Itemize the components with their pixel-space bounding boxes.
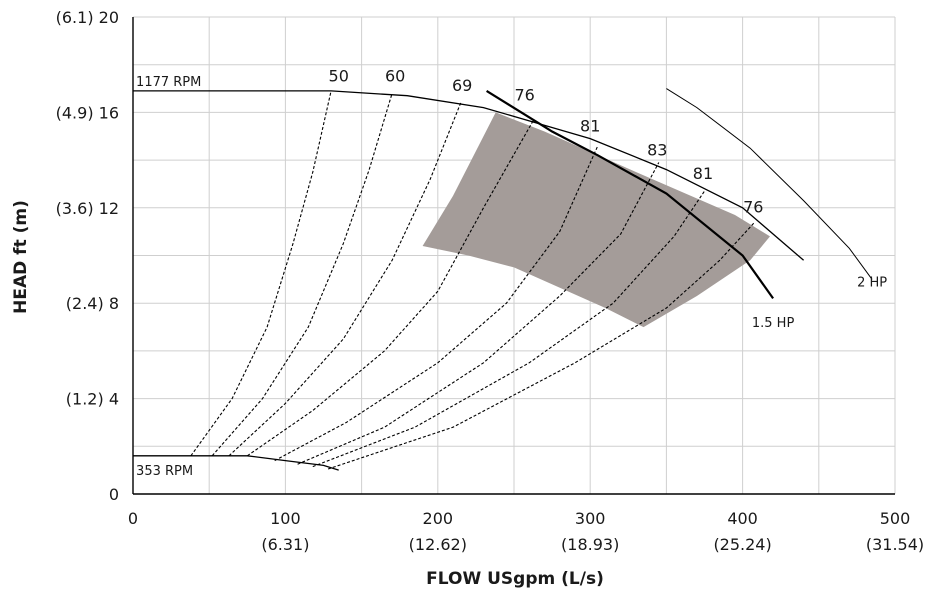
x-tick-sublabel: (12.62): [409, 535, 467, 554]
x-tick-label: 100: [270, 509, 301, 528]
x-tick-label: 500: [880, 509, 911, 528]
efficiency-label: 76: [743, 198, 763, 217]
hp-label: 2 HP: [857, 276, 887, 291]
efficiency-line: [327, 221, 756, 470]
rpm-label: 1177 RPM: [136, 75, 201, 90]
x-tick-sublabel: (25.24): [713, 535, 771, 554]
y-tick-label: (6.1) 20: [56, 8, 119, 27]
hp-label: 1.5 HP: [752, 316, 795, 331]
x-tick-sublabel: (18.93): [561, 535, 619, 554]
preferred-operating-region-layer: [422, 112, 770, 328]
efficiency-line: [246, 119, 535, 457]
efficiency-label: 81: [580, 116, 600, 135]
x-tick-label: 0: [128, 509, 138, 528]
rpm-curve: [133, 455, 339, 471]
hp-curves-layer: [486, 88, 873, 300]
y-tick-label: 0: [109, 485, 119, 504]
hp-curve: [486, 89, 774, 300]
efficiency-line: [190, 90, 332, 457]
x-tick-sublabel: (31.54): [866, 535, 924, 554]
curve-labels-layer: 1177 RPM 353 RPM 50 60 69 76 81 83 81 76 1.5 HP 2 H…: [136, 66, 887, 479]
y-tick-label: (1.2) 4: [66, 390, 119, 409]
efficiency-label: 83: [647, 140, 667, 159]
x-tick-label: 400: [727, 509, 758, 528]
tick-labels-layer: 0 100 (6.31) 200 (12.62) 300 (18.93) 400 (25.24)…: [56, 8, 925, 554]
rpm-label: 353 RPM: [136, 464, 193, 479]
x-tick-sublabel: (6.31): [261, 535, 309, 554]
efficiency-lines-layer: [190, 90, 756, 470]
efficiency-label: 50: [329, 66, 349, 85]
y-tick-label: (3.6) 12: [56, 199, 119, 218]
y-tick-label: (4.9) 16: [56, 103, 119, 122]
preferred-operating-region: [422, 112, 770, 328]
efficiency-label: 76: [514, 85, 534, 104]
axes: [132, 17, 895, 495]
x-axis-title: FLOW USgpm (L/s): [426, 569, 604, 589]
efficiency-label: 81: [693, 164, 713, 183]
efficiency-label: 60: [385, 66, 405, 85]
x-tick-label: 300: [575, 509, 606, 528]
efficiency-line: [274, 145, 599, 462]
efficiency-line: [312, 190, 705, 468]
efficiency-line: [228, 102, 462, 457]
x-tick-label: 200: [423, 509, 454, 528]
efficiency-line: [211, 93, 393, 457]
y-tick-label: (2.4) 8: [66, 294, 119, 313]
efficiency-label: 69: [452, 76, 472, 95]
y-axis-title: HEAD ft (m): [11, 200, 31, 314]
hp-curve: [666, 88, 873, 280]
